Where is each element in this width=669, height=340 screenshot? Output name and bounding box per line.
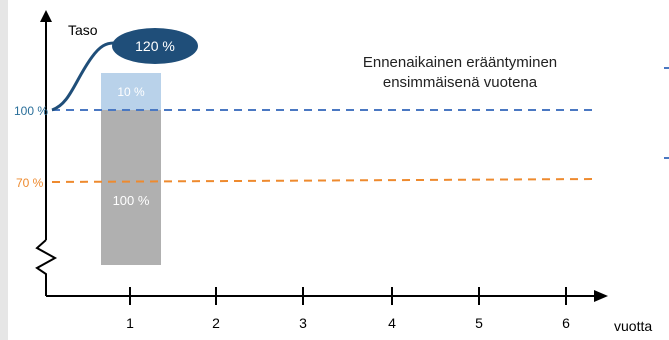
rise-curve <box>51 41 115 112</box>
y-axis-title: Taso <box>68 22 98 38</box>
bar-top-segment <box>101 73 161 110</box>
lower-level-label: 70 % <box>16 176 44 190</box>
upper-level-label: 100 % <box>14 104 48 118</box>
callout-label: 120 % <box>135 38 175 54</box>
x-tick-label: 2 <box>212 315 220 331</box>
x-tick-label: 3 <box>299 315 307 331</box>
bar-base-segment <box>101 110 161 265</box>
x-tick-label: 5 <box>475 315 483 331</box>
bar-top-label: 10 % <box>117 85 145 99</box>
y-axis-arrow <box>40 10 52 22</box>
x-tick-label: 6 <box>562 315 570 331</box>
lower-level-line <box>51 178 597 183</box>
x-tick-label: 1 <box>126 315 134 331</box>
x-tick-label: 4 <box>388 315 396 331</box>
y-axis-break <box>35 239 58 296</box>
x-axis-arrow <box>594 290 608 302</box>
annotation-line-1: Ennenaikainen erääntyminen <box>363 54 557 71</box>
x-axis-title: vuotta <box>614 318 652 334</box>
callout-bubble <box>112 28 198 64</box>
bar-base-label: 100 % <box>113 193 150 208</box>
left-margin-rule <box>0 0 8 340</box>
annotation-line-2: ensimmäisenä vuotena <box>383 74 538 91</box>
